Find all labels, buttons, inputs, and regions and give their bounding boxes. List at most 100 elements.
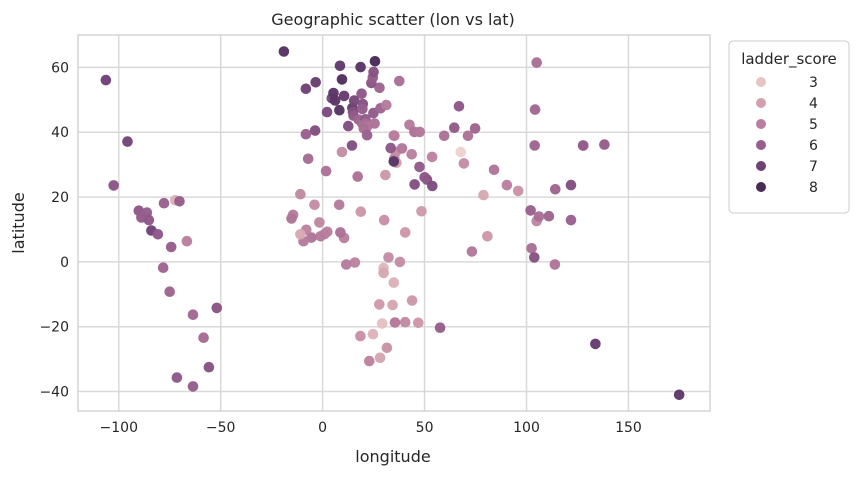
legend-label: 3 xyxy=(809,75,818,91)
data-point xyxy=(334,104,345,116)
data-point xyxy=(389,317,401,328)
data-point xyxy=(380,169,391,181)
data-point xyxy=(449,122,460,133)
data-point xyxy=(376,318,388,329)
data-point xyxy=(334,60,346,72)
data-point xyxy=(174,196,185,207)
data-point xyxy=(100,74,112,86)
data-point xyxy=(315,231,326,242)
data-point xyxy=(295,229,306,240)
data-point xyxy=(374,82,385,94)
data-point xyxy=(300,128,312,140)
data-point xyxy=(286,213,297,224)
legend-label: 7 xyxy=(809,159,818,175)
data-point xyxy=(302,153,314,165)
plot-frame xyxy=(77,34,711,412)
legend-marker xyxy=(756,182,766,192)
chart-title: Geographic scatter (lon vs lat) xyxy=(271,10,515,29)
data-point xyxy=(333,199,345,211)
data-point xyxy=(343,120,354,132)
data-point xyxy=(357,103,368,115)
data-point xyxy=(482,231,493,242)
legend-marker xyxy=(756,77,766,87)
data-point xyxy=(414,126,426,138)
gridlines xyxy=(78,35,710,411)
data-point xyxy=(171,372,183,383)
data-point xyxy=(419,172,430,183)
data-point xyxy=(427,180,438,192)
data-point xyxy=(367,328,379,340)
data-point xyxy=(414,161,425,173)
x-tick-label: 0 xyxy=(318,420,327,436)
data-point xyxy=(352,171,364,182)
data-point xyxy=(349,257,361,268)
y-tick-label: −20 xyxy=(39,320,69,336)
data-point xyxy=(374,352,386,364)
data-point xyxy=(341,259,352,270)
data-point xyxy=(526,243,537,254)
data-point xyxy=(383,252,394,263)
data-point xyxy=(466,246,478,257)
data-point xyxy=(426,151,438,163)
data-point xyxy=(203,361,215,373)
plot-area xyxy=(78,35,710,411)
data-point xyxy=(550,184,561,195)
x-tick-label: 100 xyxy=(513,420,540,436)
data-point xyxy=(321,106,333,118)
data-point xyxy=(399,316,411,328)
legend-title: ladder_score xyxy=(741,50,837,69)
x-tick-label: −50 xyxy=(206,420,236,436)
data-point xyxy=(187,381,199,392)
data-point xyxy=(478,189,489,201)
legend-marker xyxy=(756,98,766,108)
y-tick-label: 20 xyxy=(51,190,69,206)
data-point xyxy=(543,210,555,222)
data-point xyxy=(211,302,223,314)
data-point xyxy=(577,140,589,151)
data-point xyxy=(108,180,119,191)
data-point xyxy=(394,75,405,87)
data-point xyxy=(355,330,366,342)
data-point xyxy=(378,267,389,279)
data-point xyxy=(565,214,577,226)
data-point xyxy=(381,342,393,354)
data-point xyxy=(416,206,427,217)
x-tick-label: 50 xyxy=(416,420,434,436)
y-axis-label: latitude xyxy=(9,192,28,253)
data-point xyxy=(198,332,209,344)
data-point xyxy=(409,179,420,190)
data-point xyxy=(361,129,373,141)
data-point xyxy=(310,77,322,88)
data-point xyxy=(364,355,375,367)
data-point xyxy=(388,130,400,141)
data-point xyxy=(378,214,390,226)
legend-label: 5 xyxy=(809,117,818,133)
data-point xyxy=(164,286,175,298)
data-point xyxy=(369,56,381,67)
data-point xyxy=(165,241,177,253)
data-point xyxy=(549,259,561,270)
y-tick-label: 40 xyxy=(51,125,69,141)
y-tick-labels: −40 −20 0 20 40 60 xyxy=(39,60,69,400)
data-point xyxy=(529,252,540,263)
data-point xyxy=(462,130,474,142)
x-tick-label: 150 xyxy=(615,420,642,436)
data-point xyxy=(320,165,332,177)
legend-marker xyxy=(756,161,766,171)
data-point xyxy=(181,235,193,247)
data-point xyxy=(309,199,320,211)
data-points xyxy=(100,46,685,401)
data-point xyxy=(336,146,348,158)
data-point xyxy=(158,197,170,209)
data-point xyxy=(187,309,199,321)
data-point xyxy=(309,125,321,136)
data-point xyxy=(346,140,358,151)
data-point xyxy=(385,142,397,154)
data-point xyxy=(335,227,346,238)
data-point xyxy=(388,277,400,288)
data-point xyxy=(152,229,164,240)
data-point xyxy=(406,149,418,160)
data-point xyxy=(314,217,325,228)
data-point xyxy=(306,232,317,243)
data-point xyxy=(388,156,400,167)
